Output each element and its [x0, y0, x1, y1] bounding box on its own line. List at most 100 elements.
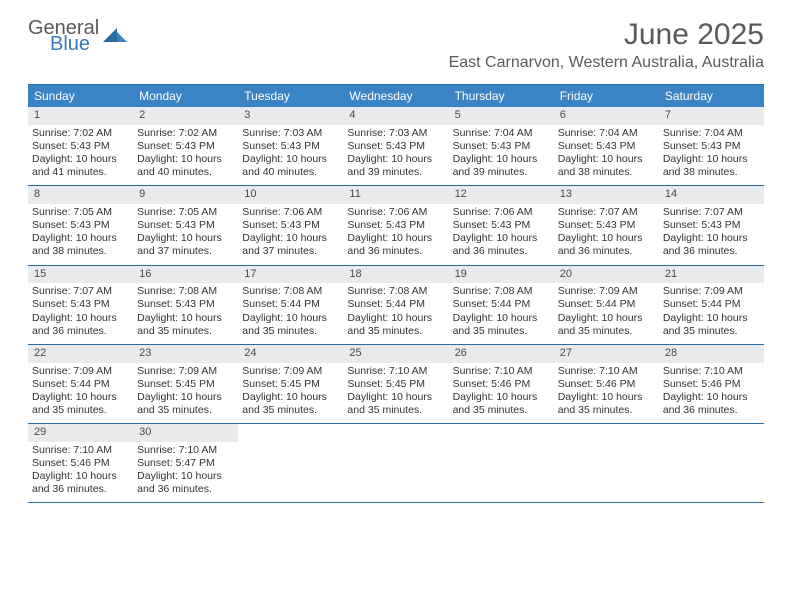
day-body: Sunrise: 7:04 AMSunset: 5:43 PMDaylight:… [449, 125, 554, 186]
day-number: 19 [449, 266, 554, 284]
day-body: Sunrise: 7:07 AMSunset: 5:43 PMDaylight:… [659, 204, 764, 265]
day-number: 27 [554, 345, 659, 363]
day-cell: 19Sunrise: 7:08 AMSunset: 5:44 PMDayligh… [449, 266, 554, 344]
day-cell: 4Sunrise: 7:03 AMSunset: 5:43 PMDaylight… [343, 107, 448, 185]
week-row: 1Sunrise: 7:02 AMSunset: 5:43 PMDaylight… [28, 107, 764, 186]
sunset-text: Sunset: 5:44 PM [242, 298, 339, 311]
day-body: Sunrise: 7:10 AMSunset: 5:46 PMDaylight:… [28, 442, 133, 503]
sunset-text: Sunset: 5:43 PM [242, 140, 339, 153]
sunrise-text: Sunrise: 7:06 AM [347, 206, 444, 219]
sunset-text: Sunset: 5:46 PM [32, 457, 129, 470]
sunrise-text: Sunrise: 7:03 AM [347, 127, 444, 140]
sunset-text: Sunset: 5:43 PM [558, 140, 655, 153]
sunrise-text: Sunrise: 7:09 AM [137, 365, 234, 378]
day-number [554, 424, 659, 442]
day-body: Sunrise: 7:08 AMSunset: 5:44 PMDaylight:… [238, 283, 343, 344]
day-cell: 1Sunrise: 7:02 AMSunset: 5:43 PMDaylight… [28, 107, 133, 185]
weekday-header: Wednesday [343, 85, 448, 107]
weekday-header: Tuesday [238, 85, 343, 107]
weeks-container: 1Sunrise: 7:02 AMSunset: 5:43 PMDaylight… [28, 107, 764, 503]
sunset-text: Sunset: 5:45 PM [242, 378, 339, 391]
day-body: Sunrise: 7:05 AMSunset: 5:43 PMDaylight:… [28, 204, 133, 265]
sunset-text: Sunset: 5:44 PM [347, 298, 444, 311]
day-cell: 23Sunrise: 7:09 AMSunset: 5:45 PMDayligh… [133, 345, 238, 423]
day-body: Sunrise: 7:06 AMSunset: 5:43 PMDaylight:… [238, 204, 343, 265]
daylight-text: Daylight: 10 hours and 35 minutes. [242, 391, 339, 417]
day-number [343, 424, 448, 442]
sunrise-text: Sunrise: 7:10 AM [137, 444, 234, 457]
day-cell: 2Sunrise: 7:02 AMSunset: 5:43 PMDaylight… [133, 107, 238, 185]
weekday-header-row: SundayMondayTuesdayWednesdayThursdayFrid… [28, 85, 764, 107]
daylight-text: Daylight: 10 hours and 38 minutes. [558, 153, 655, 179]
day-cell: 17Sunrise: 7:08 AMSunset: 5:44 PMDayligh… [238, 266, 343, 344]
day-number: 20 [554, 266, 659, 284]
day-body: Sunrise: 7:08 AMSunset: 5:44 PMDaylight:… [343, 283, 448, 344]
day-number: 14 [659, 186, 764, 204]
day-cell [554, 424, 659, 502]
daylight-text: Daylight: 10 hours and 36 minutes. [137, 470, 234, 496]
day-number: 12 [449, 186, 554, 204]
day-cell: 25Sunrise: 7:10 AMSunset: 5:45 PMDayligh… [343, 345, 448, 423]
day-number [659, 424, 764, 442]
sunrise-text: Sunrise: 7:05 AM [32, 206, 129, 219]
sunset-text: Sunset: 5:44 PM [453, 298, 550, 311]
day-cell: 11Sunrise: 7:06 AMSunset: 5:43 PMDayligh… [343, 186, 448, 264]
sunset-text: Sunset: 5:44 PM [32, 378, 129, 391]
day-cell: 27Sunrise: 7:10 AMSunset: 5:46 PMDayligh… [554, 345, 659, 423]
day-body: Sunrise: 7:04 AMSunset: 5:43 PMDaylight:… [659, 125, 764, 186]
day-cell: 14Sunrise: 7:07 AMSunset: 5:43 PMDayligh… [659, 186, 764, 264]
day-number: 4 [343, 107, 448, 125]
daylight-text: Daylight: 10 hours and 35 minutes. [347, 312, 444, 338]
week-row: 29Sunrise: 7:10 AMSunset: 5:46 PMDayligh… [28, 424, 764, 503]
sunset-text: Sunset: 5:45 PM [137, 378, 234, 391]
sunrise-text: Sunrise: 7:04 AM [663, 127, 760, 140]
sunrise-text: Sunrise: 7:02 AM [32, 127, 129, 140]
daylight-text: Daylight: 10 hours and 37 minutes. [242, 232, 339, 258]
daylight-text: Daylight: 10 hours and 35 minutes. [137, 312, 234, 338]
sunset-text: Sunset: 5:46 PM [558, 378, 655, 391]
week-row: 22Sunrise: 7:09 AMSunset: 5:44 PMDayligh… [28, 345, 764, 424]
sunset-text: Sunset: 5:43 PM [137, 219, 234, 232]
daylight-text: Daylight: 10 hours and 35 minutes. [663, 312, 760, 338]
sunset-text: Sunset: 5:43 PM [32, 298, 129, 311]
daylight-text: Daylight: 10 hours and 37 minutes. [137, 232, 234, 258]
daylight-text: Daylight: 10 hours and 35 minutes. [558, 391, 655, 417]
day-cell: 5Sunrise: 7:04 AMSunset: 5:43 PMDaylight… [449, 107, 554, 185]
day-body: Sunrise: 7:10 AMSunset: 5:46 PMDaylight:… [449, 363, 554, 424]
day-body: Sunrise: 7:09 AMSunset: 5:44 PMDaylight:… [659, 283, 764, 344]
sunrise-text: Sunrise: 7:06 AM [453, 206, 550, 219]
sunset-text: Sunset: 5:44 PM [558, 298, 655, 311]
sunset-text: Sunset: 5:43 PM [137, 298, 234, 311]
daylight-text: Daylight: 10 hours and 35 minutes. [453, 312, 550, 338]
sunrise-text: Sunrise: 7:06 AM [242, 206, 339, 219]
weekday-header: Saturday [659, 85, 764, 107]
day-cell: 7Sunrise: 7:04 AMSunset: 5:43 PMDaylight… [659, 107, 764, 185]
sunrise-text: Sunrise: 7:10 AM [32, 444, 129, 457]
day-cell: 21Sunrise: 7:09 AMSunset: 5:44 PMDayligh… [659, 266, 764, 344]
day-body: Sunrise: 7:07 AMSunset: 5:43 PMDaylight:… [554, 204, 659, 265]
day-cell: 6Sunrise: 7:04 AMSunset: 5:43 PMDaylight… [554, 107, 659, 185]
sunrise-text: Sunrise: 7:07 AM [32, 285, 129, 298]
day-cell: 24Sunrise: 7:09 AMSunset: 5:45 PMDayligh… [238, 345, 343, 423]
calendar-grid: SundayMondayTuesdayWednesdayThursdayFrid… [28, 84, 764, 503]
daylight-text: Daylight: 10 hours and 38 minutes. [32, 232, 129, 258]
day-body: Sunrise: 7:09 AMSunset: 5:45 PMDaylight:… [133, 363, 238, 424]
header: General Blue June 2025 East Carnarvon, W… [0, 0, 792, 78]
sunrise-text: Sunrise: 7:05 AM [137, 206, 234, 219]
day-number: 21 [659, 266, 764, 284]
day-number: 5 [449, 107, 554, 125]
day-cell: 15Sunrise: 7:07 AMSunset: 5:43 PMDayligh… [28, 266, 133, 344]
day-number: 7 [659, 107, 764, 125]
day-number: 16 [133, 266, 238, 284]
day-body: Sunrise: 7:10 AMSunset: 5:47 PMDaylight:… [133, 442, 238, 503]
day-body: Sunrise: 7:09 AMSunset: 5:45 PMDaylight:… [238, 363, 343, 424]
day-body: Sunrise: 7:10 AMSunset: 5:46 PMDaylight:… [554, 363, 659, 424]
sunset-text: Sunset: 5:43 PM [347, 140, 444, 153]
day-body: Sunrise: 7:05 AMSunset: 5:43 PMDaylight:… [133, 204, 238, 265]
day-cell: 10Sunrise: 7:06 AMSunset: 5:43 PMDayligh… [238, 186, 343, 264]
day-number [238, 424, 343, 442]
daylight-text: Daylight: 10 hours and 35 minutes. [32, 391, 129, 417]
day-body: Sunrise: 7:09 AMSunset: 5:44 PMDaylight:… [28, 363, 133, 424]
weekday-header: Thursday [449, 85, 554, 107]
day-number: 13 [554, 186, 659, 204]
